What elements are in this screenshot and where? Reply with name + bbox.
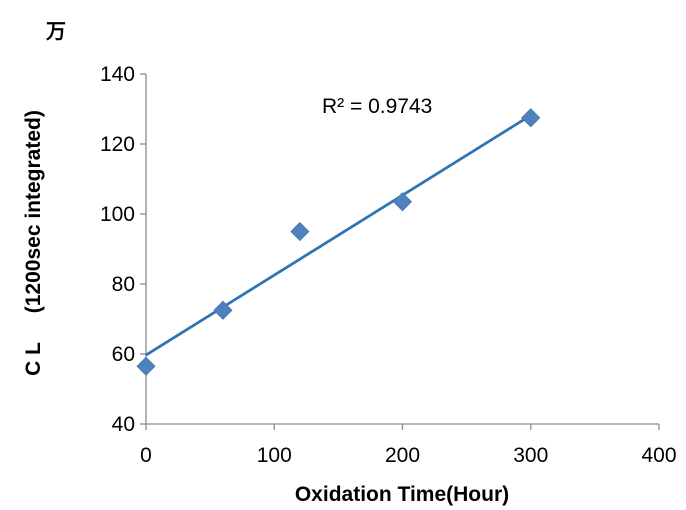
y-unit-label: 万 [45, 19, 66, 43]
data-point [136, 356, 156, 376]
data-point [213, 300, 233, 320]
data-point [521, 108, 541, 128]
trendline [145, 114, 532, 357]
data-point [290, 221, 310, 242]
y-axis-title: C L (1200sec integrated) [22, 110, 45, 376]
y-tick-label: 40 [112, 413, 135, 436]
data-point [392, 192, 413, 212]
r-squared-annotation: R² = 0.9743 [322, 95, 432, 118]
y-tick-label: 120 [100, 133, 135, 156]
x-tick-label: 300 [513, 444, 548, 467]
x-tick-label: 0 [140, 444, 152, 467]
x-tick-label: 100 [257, 444, 292, 467]
x-tick-label: 200 [385, 444, 420, 467]
y-tick-label: 140 [100, 63, 135, 86]
y-tick-label: 60 [112, 343, 135, 366]
points-layer [136, 108, 541, 376]
y-tick-label: 80 [112, 273, 135, 296]
tick-layer: 40 60 80 100 120 140 0 100 200 300 400 [100, 63, 677, 467]
y-tick-label: 100 [100, 203, 135, 226]
x-axis-title: Oxidation Time(Hour) [295, 483, 509, 506]
x-tick-label: 400 [641, 444, 676, 467]
